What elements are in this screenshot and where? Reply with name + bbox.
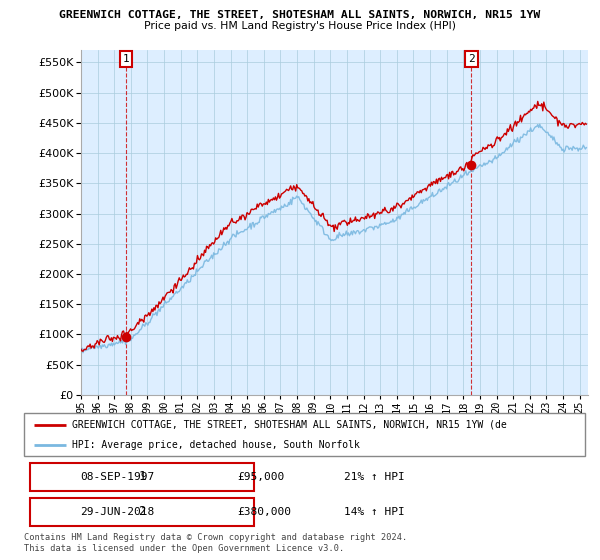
Text: 08-SEP-1997: 08-SEP-1997 xyxy=(80,472,154,482)
Text: GREENWICH COTTAGE, THE STREET, SHOTESHAM ALL SAINTS, NORWICH, NR15 1YW: GREENWICH COTTAGE, THE STREET, SHOTESHAM… xyxy=(59,10,541,20)
Text: 2: 2 xyxy=(138,505,146,518)
Text: 1: 1 xyxy=(122,54,129,64)
Text: GREENWICH COTTAGE, THE STREET, SHOTESHAM ALL SAINTS, NORWICH, NR15 1YW (de: GREENWICH COTTAGE, THE STREET, SHOTESHAM… xyxy=(71,420,506,430)
Text: 2: 2 xyxy=(468,54,475,64)
Text: Contains HM Land Registry data © Crown copyright and database right 2024.
This d: Contains HM Land Registry data © Crown c… xyxy=(24,533,407,553)
Text: 21% ↑ HPI: 21% ↑ HPI xyxy=(344,472,404,482)
FancyBboxPatch shape xyxy=(29,498,254,526)
FancyBboxPatch shape xyxy=(29,463,254,491)
Text: £380,000: £380,000 xyxy=(237,507,291,517)
Text: 1: 1 xyxy=(138,470,146,483)
Text: Price paid vs. HM Land Registry's House Price Index (HPI): Price paid vs. HM Land Registry's House … xyxy=(144,21,456,31)
Text: £95,000: £95,000 xyxy=(237,472,284,482)
Text: HPI: Average price, detached house, South Norfolk: HPI: Average price, detached house, Sout… xyxy=(71,441,359,450)
Text: 14% ↑ HPI: 14% ↑ HPI xyxy=(344,507,404,517)
Text: 29-JUN-2018: 29-JUN-2018 xyxy=(80,507,154,517)
